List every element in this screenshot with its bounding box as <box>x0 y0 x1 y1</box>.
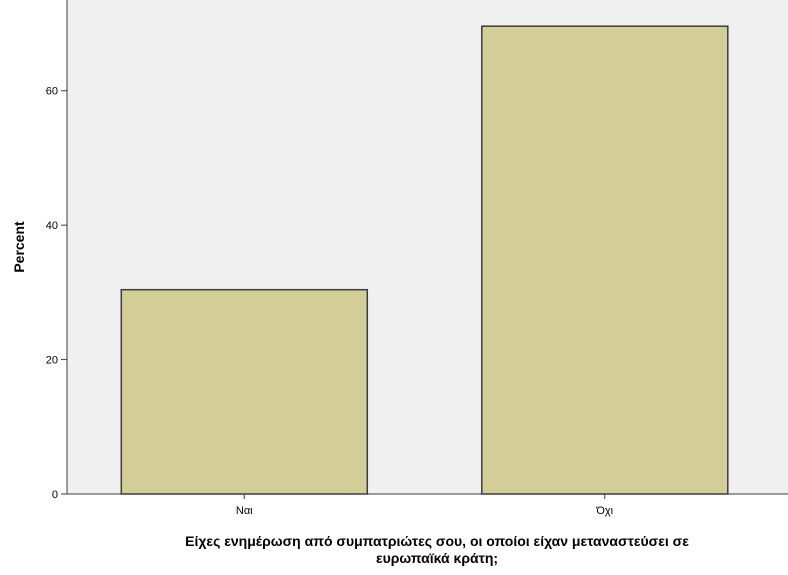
y-axis: 0 20 40 60 <box>46 0 68 501</box>
y-tick-label-1: 20 <box>46 355 58 367</box>
x-axis-title-line-1: Είχες ενημέρωση από συμπατριώτες σου, οι… <box>185 533 689 549</box>
y-tick-label-2: 40 <box>46 220 58 232</box>
bars-group <box>120 25 729 495</box>
y-axis-title: Percent <box>11 221 27 273</box>
bar-0 <box>120 288 369 495</box>
x-tick-label-1: Όχι <box>595 505 613 517</box>
y-tick-label-0: 0 <box>52 489 58 501</box>
y-tick-label-3: 60 <box>46 86 58 98</box>
x-axis-title-line-2: ευρωπαϊκά κράτη; <box>376 550 498 566</box>
x-axis: Ναι Όχι <box>61 493 788 517</box>
x-tick-label-0: Ναι <box>236 505 253 517</box>
bar-1 <box>481 25 729 495</box>
